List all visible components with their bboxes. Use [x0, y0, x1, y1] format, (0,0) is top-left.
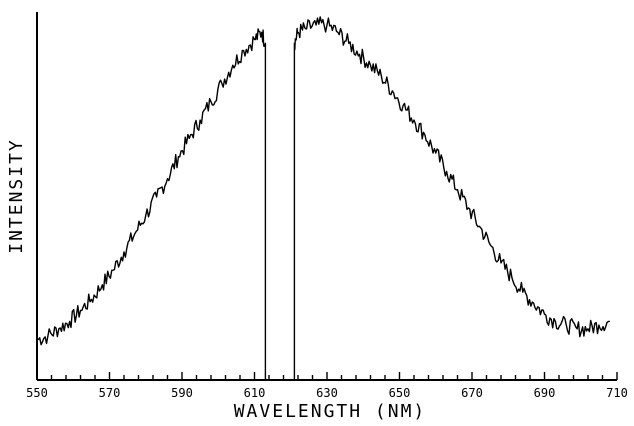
- x-tick-label: 630: [316, 386, 338, 400]
- x-tick-label: 650: [389, 386, 411, 400]
- x-axis-tick-labels: 550 570 590 610 630 650 670 690 710: [26, 386, 628, 400]
- x-tick-label: 590: [171, 386, 193, 400]
- x-tick-label: 690: [534, 386, 556, 400]
- x-tick-label: 570: [99, 386, 121, 400]
- x-tick-label: 670: [461, 386, 483, 400]
- spectrum-line: [36, 16, 610, 381]
- x-axis-title: WAVELENGTH (NM): [234, 401, 427, 422]
- x-axis-ticks: [36, 372, 618, 380]
- x-tick-label: 610: [244, 386, 266, 400]
- x-tick-label: 550: [26, 386, 48, 400]
- x-tick-label: 710: [606, 386, 628, 400]
- y-axis-title: INTENSITY: [6, 138, 27, 254]
